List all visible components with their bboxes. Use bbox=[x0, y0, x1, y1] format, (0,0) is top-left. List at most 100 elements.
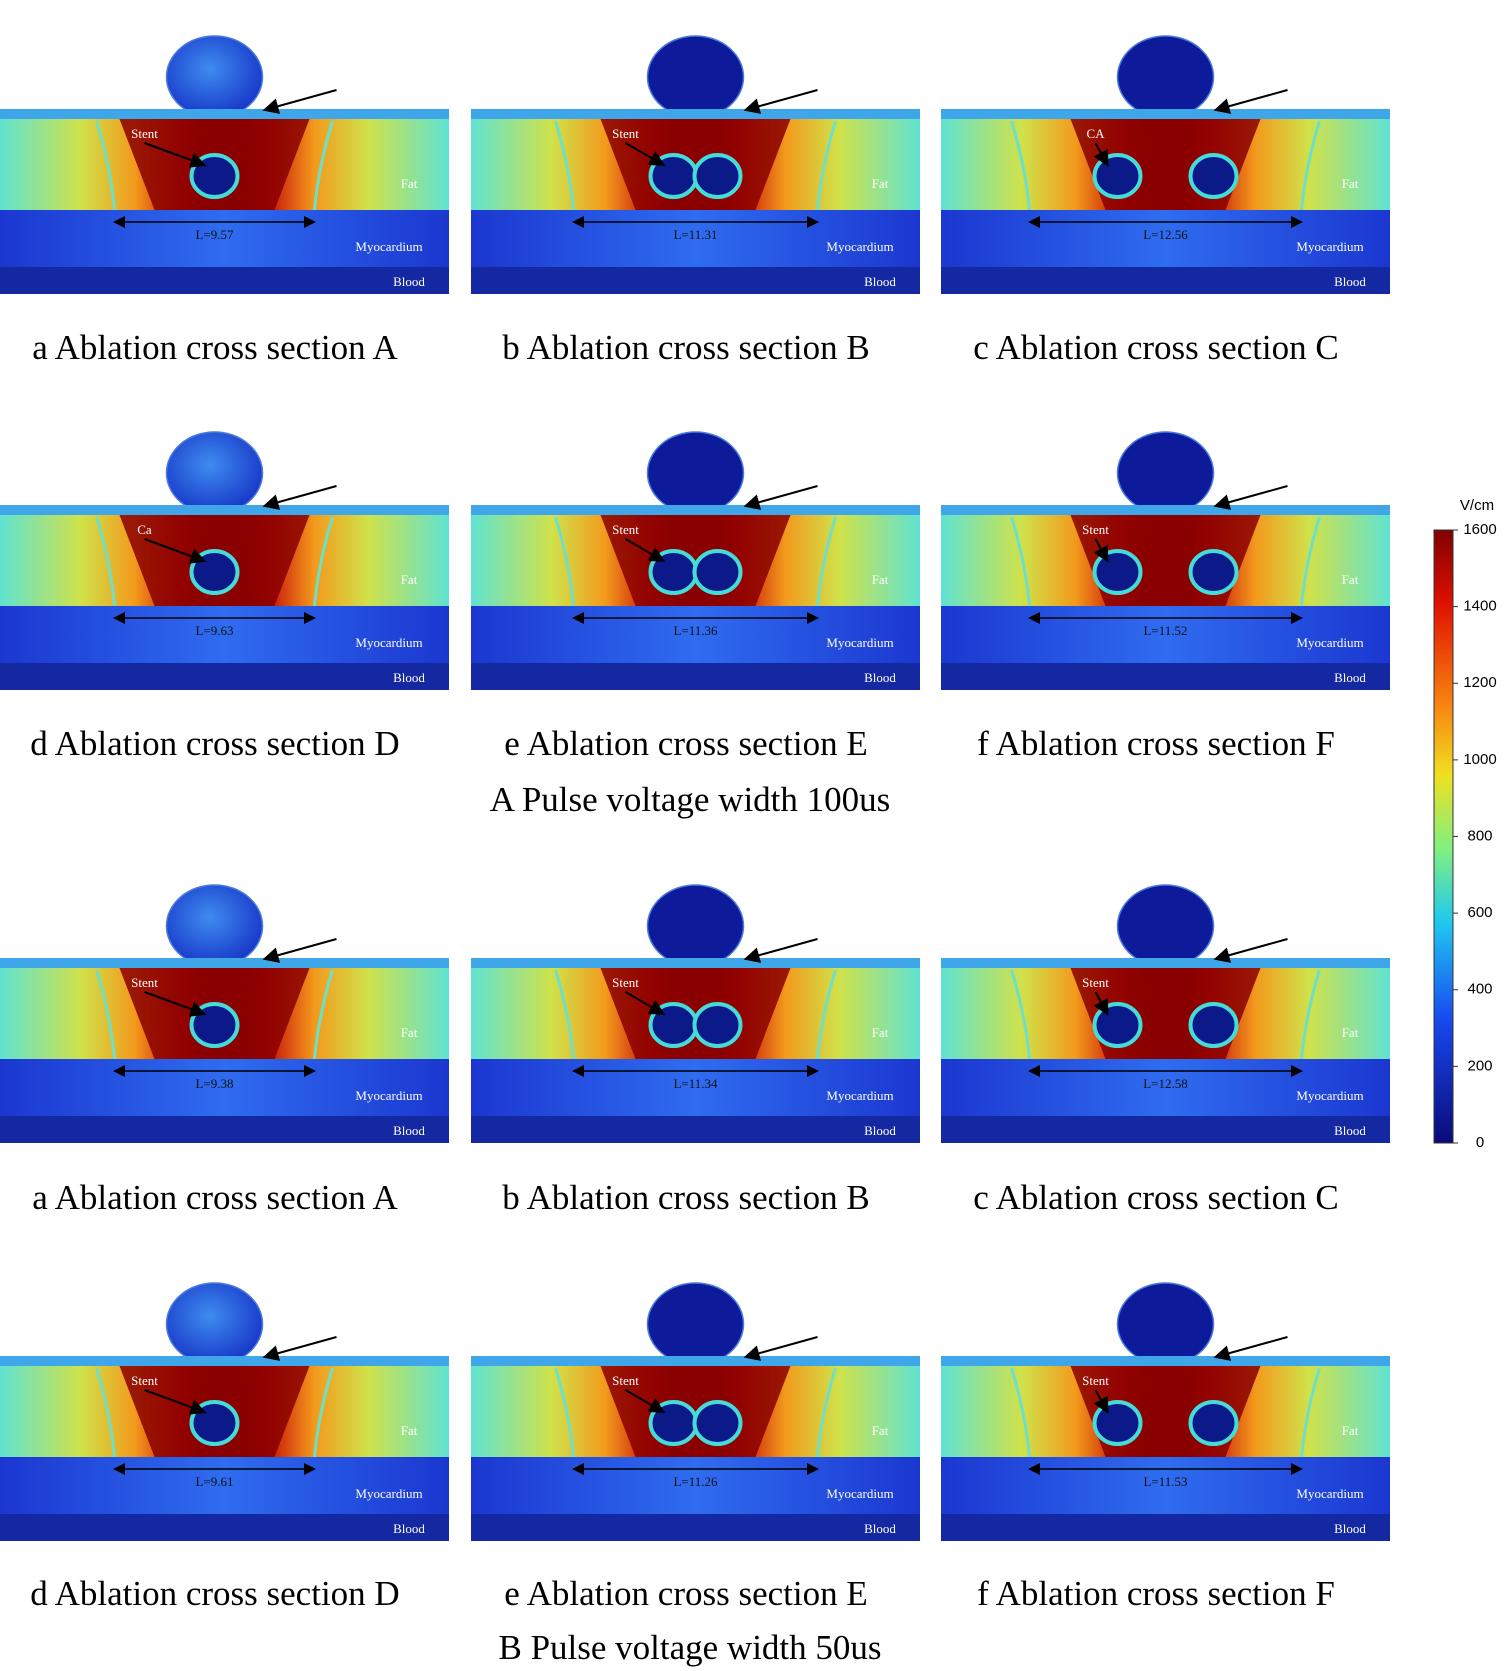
fat-label: Fat bbox=[1342, 572, 1359, 587]
group-title: A Pulse voltage width 100us bbox=[490, 780, 891, 819]
length-label: L=11.52 bbox=[1143, 623, 1187, 638]
stent-label: Stent bbox=[1082, 522, 1109, 537]
panel-caption: e Ablation cross section E bbox=[504, 1574, 868, 1613]
boundary bbox=[1300, 969, 1321, 1060]
balloon bbox=[165, 884, 264, 968]
saline-layer bbox=[0, 958, 449, 968]
balloon bbox=[646, 431, 745, 515]
fat-label: Fat bbox=[1342, 1025, 1359, 1040]
saline-arrow bbox=[262, 1336, 337, 1361]
saline-label: Saline bbox=[819, 1323, 852, 1338]
colorbar-tick-label: 600 bbox=[1467, 904, 1492, 921]
fat-label: Fat bbox=[401, 1423, 418, 1438]
length-label: L=11.36 bbox=[673, 623, 718, 638]
fat-label: Fat bbox=[872, 1025, 889, 1040]
balloon bbox=[165, 35, 264, 119]
panel-caption: d Ablation cross section D bbox=[30, 724, 399, 763]
myocardium-label: Myocardium bbox=[355, 635, 422, 650]
myocardium-label: Myocardium bbox=[826, 1486, 893, 1501]
group-title: B Pulse voltage width 50us bbox=[498, 1628, 881, 1667]
panel: Saline Stent Fat L=11.34 Myocardium Blood bbox=[471, 884, 920, 1143]
boundary bbox=[816, 516, 837, 607]
stent-label: Stent bbox=[612, 522, 639, 537]
panel: Saline Stent Fat L=12.58 Myocardium Blood bbox=[941, 884, 1390, 1143]
saline-label: Saline bbox=[338, 76, 371, 91]
blood-layer bbox=[471, 267, 920, 294]
saline-label: Saline bbox=[338, 472, 371, 487]
saline-layer bbox=[471, 958, 920, 968]
boundary bbox=[1300, 120, 1321, 211]
balloon bbox=[1116, 884, 1215, 968]
length-label: L=12.56 bbox=[1143, 227, 1188, 242]
blood-layer bbox=[471, 1116, 920, 1143]
stent bbox=[692, 1002, 743, 1048]
length-label: L=11.26 bbox=[673, 1474, 718, 1489]
saline-label: Saline bbox=[819, 76, 852, 91]
panel: Saline CA Fat L=12.56 Myocardium Blood bbox=[941, 35, 1390, 294]
panel: Saline Stent Fat L=11.26 Myocardium Blood bbox=[471, 1282, 920, 1541]
stent-arrow bbox=[1093, 1389, 1109, 1414]
myocardium-label: Myocardium bbox=[1296, 239, 1363, 254]
blood-layer bbox=[941, 267, 1390, 294]
boundary bbox=[816, 120, 837, 211]
saline-label: Saline bbox=[1289, 925, 1322, 940]
blood-label: Blood bbox=[864, 1123, 896, 1138]
stent bbox=[692, 153, 743, 199]
panel-caption: f Ablation cross section F bbox=[977, 724, 1335, 763]
saline-layer bbox=[941, 109, 1390, 119]
stent bbox=[692, 549, 743, 595]
saline-arrow bbox=[1213, 1336, 1288, 1361]
balloon bbox=[165, 431, 264, 515]
stent bbox=[1188, 1002, 1239, 1048]
stent-label: Ca bbox=[137, 522, 152, 537]
myocardium-label: Myocardium bbox=[355, 1088, 422, 1103]
boundary bbox=[1010, 969, 1031, 1060]
saline-arrow bbox=[743, 89, 818, 114]
saline-arrow bbox=[262, 485, 337, 510]
boundary bbox=[1010, 120, 1031, 211]
saline-arrow bbox=[743, 1336, 818, 1361]
blood-layer bbox=[941, 1116, 1390, 1143]
boundary bbox=[313, 969, 334, 1060]
balloon bbox=[165, 1282, 264, 1366]
panel: Saline Stent Fat L=11.52 Myocardium Blood bbox=[941, 431, 1390, 690]
stent-arrow bbox=[624, 142, 666, 167]
stent-arrow bbox=[144, 991, 207, 1017]
panel: Saline Stent Fat L=11.53 Myocardium Blood bbox=[941, 1282, 1390, 1541]
boundary bbox=[554, 120, 575, 211]
boundary bbox=[95, 516, 116, 607]
stent bbox=[1092, 1002, 1143, 1048]
panel-caption: f Ablation cross section F bbox=[977, 1574, 1335, 1613]
blood-layer bbox=[0, 1116, 449, 1143]
length-label: L=11.53 bbox=[1143, 1474, 1187, 1489]
balloon bbox=[1116, 431, 1215, 515]
saline-arrow bbox=[1213, 485, 1288, 510]
saline-layer bbox=[0, 109, 449, 119]
stent-arrow bbox=[1093, 142, 1109, 167]
stent bbox=[1188, 549, 1239, 595]
blood-label: Blood bbox=[1334, 1123, 1366, 1138]
stent bbox=[1188, 1400, 1239, 1446]
stent bbox=[189, 1400, 240, 1446]
boundary bbox=[554, 969, 575, 1060]
stent-arrow bbox=[624, 538, 666, 563]
blood-label: Blood bbox=[1334, 274, 1366, 289]
length-label: L=9.38 bbox=[195, 1076, 233, 1091]
boundary bbox=[1300, 1367, 1321, 1458]
colorbar-tick-label: 1400 bbox=[1463, 598, 1496, 615]
fat-label: Fat bbox=[401, 176, 418, 191]
fat-label: Fat bbox=[1342, 1423, 1359, 1438]
boundary bbox=[95, 120, 116, 211]
stent-arrow bbox=[144, 1389, 207, 1415]
myocardium-label: Myocardium bbox=[826, 1088, 893, 1103]
saline-arrow bbox=[743, 938, 818, 963]
boundary bbox=[1010, 516, 1031, 607]
stent-label: Stent bbox=[612, 975, 639, 990]
ablation-zone bbox=[600, 515, 791, 606]
stent-label: Stent bbox=[131, 975, 158, 990]
boundary bbox=[816, 969, 837, 1060]
length-label: L=11.31 bbox=[673, 227, 717, 242]
saline-label: Saline bbox=[819, 472, 852, 487]
myocardium-label: Myocardium bbox=[1296, 635, 1363, 650]
